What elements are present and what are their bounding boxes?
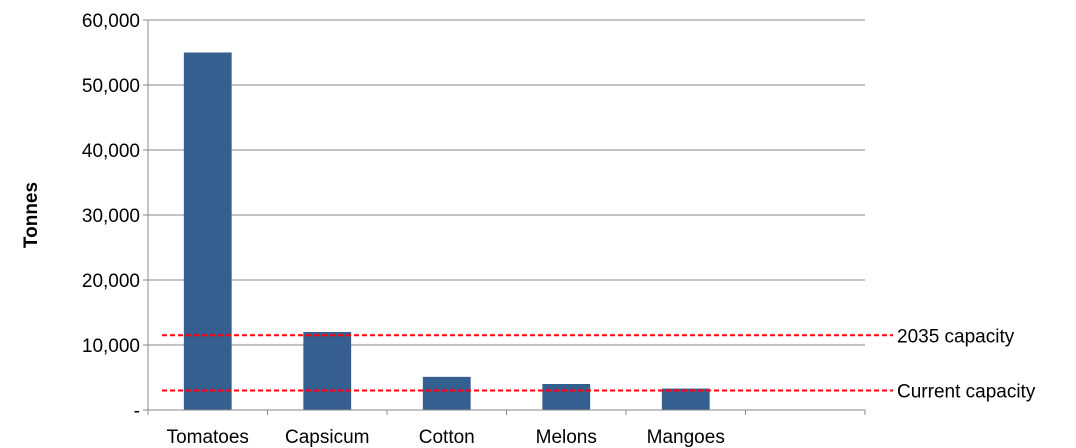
x-ticks xyxy=(147,410,866,415)
y-axis-title: Tonnes xyxy=(21,182,42,248)
bar-melons xyxy=(542,384,591,410)
y-tick-label: 10,000 xyxy=(82,336,140,357)
bar-mangoes xyxy=(661,388,710,410)
y-tick-label: 30,000 xyxy=(82,206,140,227)
y-tick-label: - xyxy=(134,401,140,422)
y-ticks: - 10,000 20,000 30,000 40,000 50,000 60,000 xyxy=(82,11,148,422)
bar-cotton xyxy=(422,376,471,410)
reference-line-label: Current capacity xyxy=(897,382,1036,403)
x-axis-labels: Tomatoes Capsicum Cotton Melons Mangoes xyxy=(167,427,725,448)
x-tick-label: Capsicum xyxy=(285,427,369,448)
x-tick-label: Melons xyxy=(536,427,597,448)
bar-tomatoes xyxy=(183,52,232,410)
y-tick-label: 60,000 xyxy=(82,11,140,32)
y-tick-label: 50,000 xyxy=(82,76,140,97)
reference-lines: 2035 capacity Current capacity xyxy=(162,326,1036,403)
gridlines xyxy=(148,19,865,346)
bar-capsicum xyxy=(303,332,352,410)
y-tick-label: 20,000 xyxy=(82,271,140,292)
y-tick-label: 40,000 xyxy=(82,141,140,162)
reference-line-label: 2035 capacity xyxy=(897,326,1015,347)
x-tick-label: Tomatoes xyxy=(167,427,249,448)
x-tick-label: Mangoes xyxy=(647,427,725,448)
x-tick-label: Cotton xyxy=(419,427,475,448)
bars xyxy=(183,52,710,410)
